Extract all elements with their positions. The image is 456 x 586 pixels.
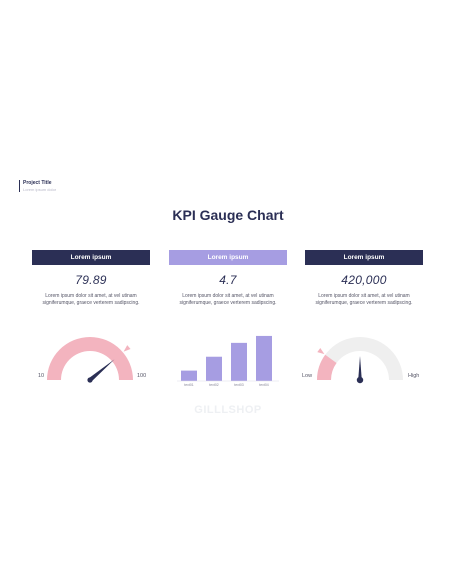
gauge-min-label: Low <box>302 373 312 379</box>
gauge-marker <box>317 347 325 355</box>
kpi-card-1: Lorem ipsum 79.89 Lorem ipsum dolor sit … <box>32 250 150 306</box>
gauge-arc <box>47 337 133 380</box>
bar-label-text02: text02 <box>209 383 219 387</box>
card-header: Lorem ipsum <box>32 250 150 265</box>
project-subtitle: Lorem ipsum dolor <box>23 187 57 192</box>
kpi-card-2: Lorem ipsum 4.7 Lorem ipsum dolor sit am… <box>169 250 287 306</box>
accent-bar <box>19 180 20 192</box>
gauge-min-label: 10 <box>38 373 44 379</box>
gauge-max-label: 100 <box>137 373 146 379</box>
gauge-max-label: High <box>408 373 419 379</box>
gauge-hub <box>356 376 364 384</box>
kpi-description: Lorem ipsum dolor sit amet, at vel utina… <box>179 293 277 306</box>
card-header: Lorem ipsum <box>169 250 287 265</box>
kpi-description: Lorem ipsum dolor sit amet, at vel utina… <box>315 293 413 306</box>
gauge-track <box>317 337 403 380</box>
card-header: Lorem ipsum <box>305 250 423 265</box>
project-header: Project Title Lorem ipsum dolor <box>19 180 57 192</box>
kpi-card-3: Lorem ipsum 420,000 Lorem ipsum dolor si… <box>305 250 423 306</box>
bar-label-text01: text01 <box>184 383 194 387</box>
gauge-marker <box>123 345 131 352</box>
kpi-value: 4.7 <box>219 273 237 287</box>
gauge-needle <box>358 356 362 380</box>
project-title: Project Title <box>23 180 52 186</box>
bar-text04 <box>256 335 272 381</box>
gauge-chart-1: 10 100 <box>38 337 146 383</box>
gauge-needle <box>88 359 115 382</box>
kpi-description: Lorem ipsum dolor sit amet, at vel utina… <box>42 293 140 306</box>
bar-chart: text01 text02 text03 text04 <box>177 335 279 387</box>
bar-text03 <box>231 342 247 381</box>
bar-label-text04: text04 <box>259 383 269 387</box>
gauge-fill <box>317 354 337 380</box>
bar-text02 <box>206 356 222 381</box>
kpi-value: 420,000 <box>341 273 387 287</box>
gauge-hub <box>87 377 93 383</box>
kpi-value: 79.89 <box>75 273 107 287</box>
gauge-chart-3: Low High <box>302 337 419 384</box>
bar-label-text03: text03 <box>234 383 244 387</box>
bar-text01 <box>181 370 197 381</box>
watermark: GILLLSHOP <box>194 404 262 416</box>
page-title: KPI Gauge Chart <box>172 207 284 223</box>
